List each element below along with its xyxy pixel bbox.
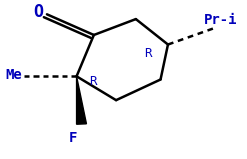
Text: R: R [89,75,96,88]
Text: R: R [144,47,152,60]
Text: F: F [69,131,77,145]
Text: O: O [33,3,43,21]
Text: Pr-i: Pr-i [204,13,238,27]
Polygon shape [77,76,86,124]
Text: Me: Me [5,68,22,82]
